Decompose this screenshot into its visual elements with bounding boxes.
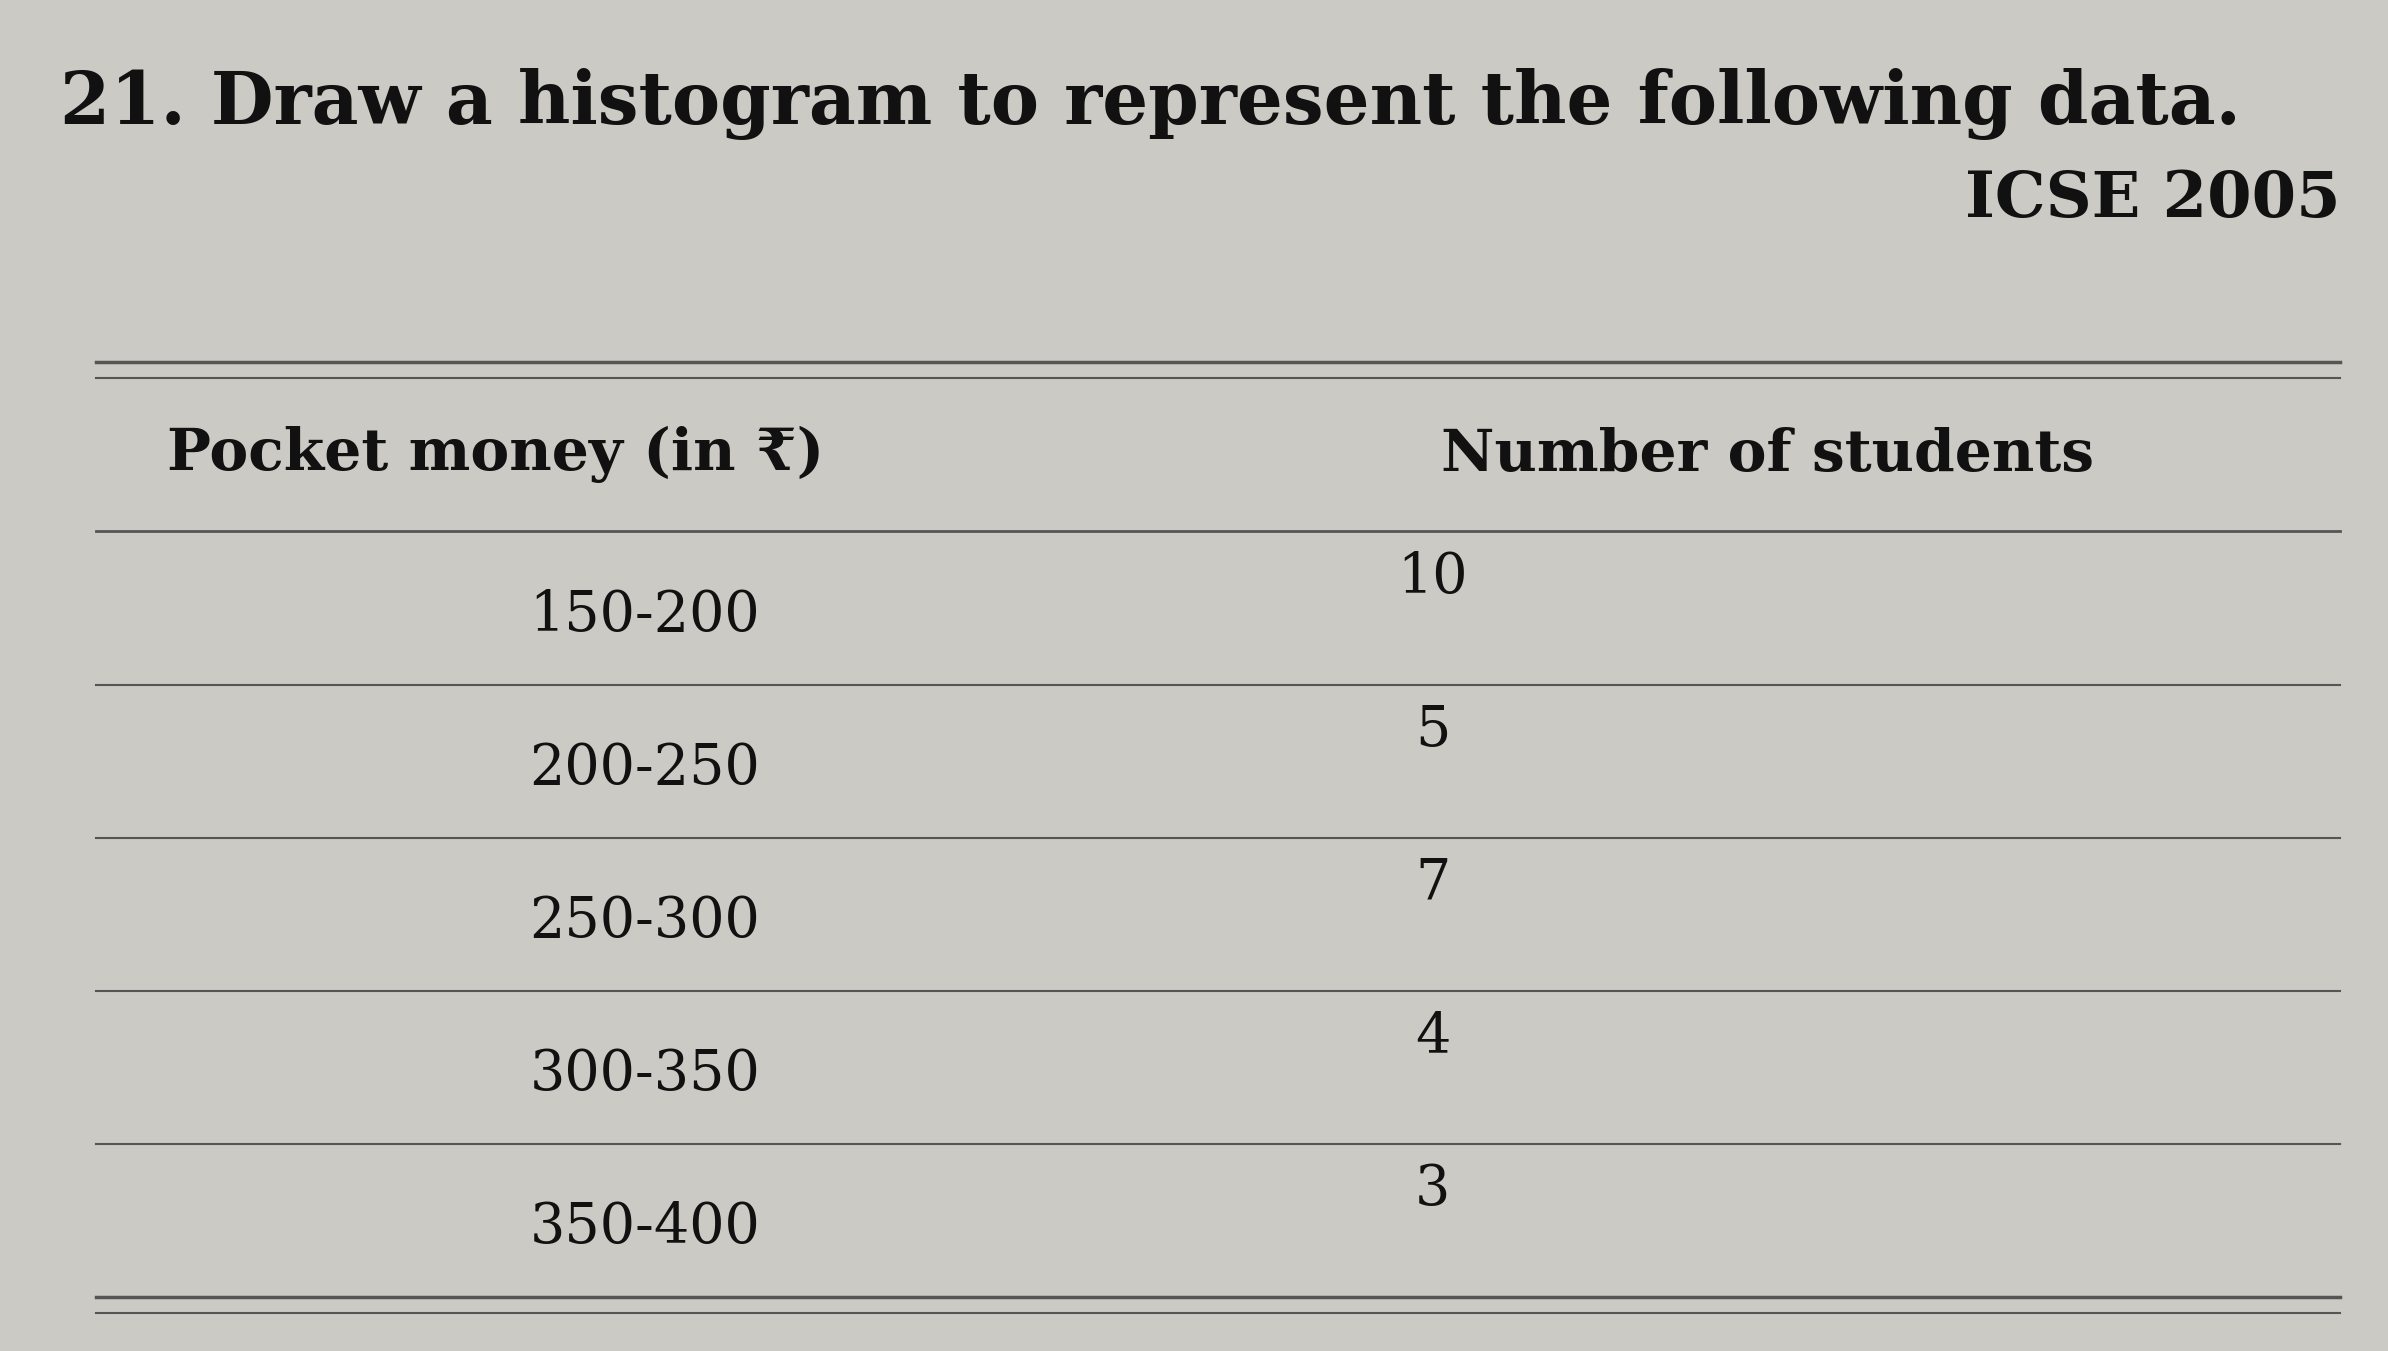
Text: 200-250: 200-250 bbox=[530, 742, 759, 796]
Text: Number of students: Number of students bbox=[1440, 427, 2094, 482]
Text: 3: 3 bbox=[1416, 1162, 1450, 1217]
Text: Pocket money (in ₹): Pocket money (in ₹) bbox=[167, 427, 824, 484]
Text: 150-200: 150-200 bbox=[530, 588, 759, 643]
Text: 21. Draw a histogram to represent the following data.: 21. Draw a histogram to represent the fo… bbox=[60, 68, 2240, 139]
Text: 250-300: 250-300 bbox=[530, 894, 759, 950]
Text: 10: 10 bbox=[1397, 550, 1469, 605]
Text: 4: 4 bbox=[1416, 1009, 1450, 1065]
Text: ICSE 2005: ICSE 2005 bbox=[1965, 169, 2340, 230]
Text: 5: 5 bbox=[1416, 703, 1450, 758]
Text: 300-350: 300-350 bbox=[530, 1047, 759, 1102]
Text: 7: 7 bbox=[1416, 857, 1450, 911]
Text: 350-400: 350-400 bbox=[530, 1201, 759, 1255]
